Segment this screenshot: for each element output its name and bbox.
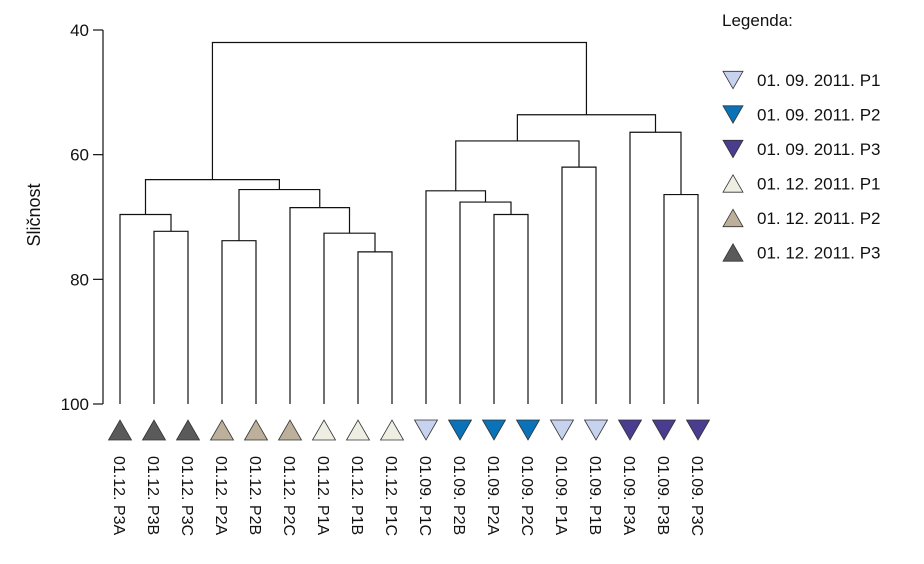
leaf-marker <box>583 419 609 441</box>
legend-marker <box>722 105 744 125</box>
leaf-label: 01.12. P2C <box>280 456 297 536</box>
y-tick-label: 60 <box>70 146 89 165</box>
leaf-label: 01.09. P3C <box>688 456 705 536</box>
dendrogram-link-m13 <box>455 140 580 191</box>
leaf-marker <box>413 419 439 441</box>
dendrogram-link-m12 <box>561 166 597 404</box>
leaf-marker <box>447 419 473 441</box>
leaf-label: 01.12. P3A <box>110 456 127 536</box>
y-tick-label: 40 <box>70 21 89 40</box>
leaf-label: 01.09. P2B <box>450 456 467 535</box>
legend-item-label: 01. 09. 2011. P3 <box>757 140 881 159</box>
leaf-marker <box>345 419 371 441</box>
dendrogram-link-m1 <box>153 230 189 404</box>
leaf-marker <box>651 419 677 441</box>
legend-marker <box>722 208 744 228</box>
leaf-label: 01.09. P1C <box>416 456 433 536</box>
leaf-marker <box>141 419 167 441</box>
leaf-marker <box>209 419 235 441</box>
leaf-marker <box>277 419 303 441</box>
leaf-marker <box>617 419 643 441</box>
dendrogram-link-m16 <box>516 114 657 141</box>
leaf-label: 01.09. P3A <box>620 456 637 536</box>
dendrogram-link-m11 <box>425 190 487 404</box>
dendrogram-link-m6 <box>221 240 257 404</box>
leaf-label: 01.12. P3B <box>144 456 161 535</box>
leaf-label: 01.09. P2A <box>484 456 501 536</box>
leaf-label: 01.09. P1B <box>586 456 603 535</box>
legend-marker <box>722 70 744 90</box>
legend-marker <box>722 242 744 262</box>
leaf-label: 01.12. P1B <box>348 456 365 535</box>
leaf-marker <box>175 419 201 441</box>
leaf-marker <box>379 419 405 441</box>
legend-item-label: 01. 09. 2011. P1 <box>757 71 881 90</box>
leaf-label: 01.12. P1A <box>314 456 331 536</box>
leaf-label: 01.09. P1A <box>552 456 569 536</box>
leaf-markers-and-labels: 01.12. P3A 01.12. P3B 01.12. P3C 01.12. P2A… <box>107 419 711 536</box>
leaf-marker <box>243 419 269 441</box>
leaf-label: 01.12. P3C <box>178 456 195 536</box>
leaf-label: 01.09. P3B <box>654 456 671 535</box>
dendrogram-link-m4 <box>323 232 376 404</box>
leaf-marker <box>685 419 711 441</box>
legend: Legenda: 01. 09. 2011. P1 01. 09. 2011. P2… <box>722 11 881 263</box>
y-axis: 40 60 80 100 Sličnost <box>24 21 104 414</box>
y-axis-title: Sličnost <box>24 183 44 246</box>
leaf-marker <box>311 419 337 441</box>
legend-marker <box>722 139 744 159</box>
dendrogram-link-m17 <box>211 41 588 180</box>
leaf-label: 01.12. P1C <box>382 456 399 536</box>
legend-item-label: 01. 12. 2011. P1 <box>757 175 881 194</box>
leaf-label: 01.12. P2B <box>246 456 263 535</box>
legend-item-label: 01. 12. 2011. P3 <box>757 244 881 263</box>
y-tick-label: 100 <box>61 395 89 414</box>
dendrogram-link-m3 <box>357 251 393 404</box>
y-tick-label: 80 <box>70 270 89 289</box>
dendrogram-tree <box>119 41 699 404</box>
legend-title: Legenda: <box>722 11 793 30</box>
leaf-marker <box>481 419 507 441</box>
legend-item-label: 01. 12. 2011. P2 <box>757 209 881 228</box>
dendrogram-link-m8 <box>144 179 280 215</box>
leaf-marker <box>107 419 133 441</box>
dendrogram-link-m15 <box>629 131 682 404</box>
dendrogram-link-m9 <box>493 213 529 404</box>
legend-item-label: 01. 09. 2011. P2 <box>757 106 881 125</box>
dendrogram-link-m2 <box>119 213 172 404</box>
leaf-marker <box>515 419 541 441</box>
dendrogram-link-m14 <box>663 193 699 404</box>
dendrogram-link-m10 <box>459 201 512 404</box>
leaf-label: 01.09. P2C <box>518 456 535 536</box>
leaf-label: 01.12. P2A <box>212 456 229 536</box>
dendrogram-link-m5 <box>289 207 351 404</box>
leaf-marker <box>549 419 575 441</box>
legend-marker <box>722 173 744 193</box>
dendrogram-link-m7 <box>238 188 321 241</box>
